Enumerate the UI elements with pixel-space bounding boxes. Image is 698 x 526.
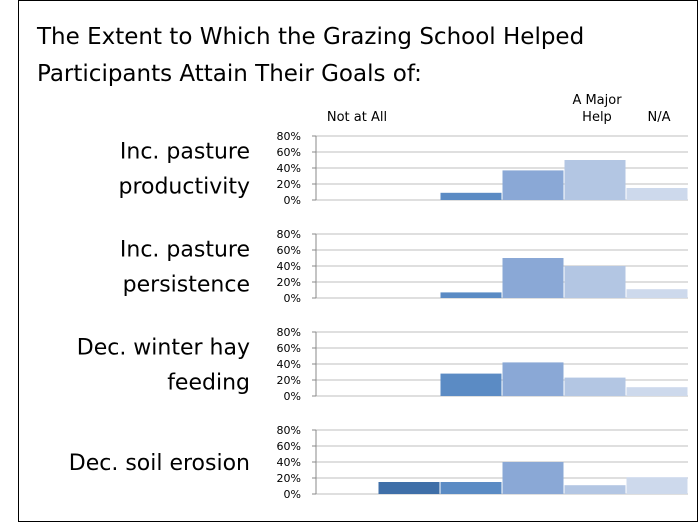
panel-label: feeding [167,371,250,396]
bar [626,477,688,494]
y-tick-label: 60% [277,440,301,453]
bar [440,292,502,298]
panel-label: Dec. winter hay [77,336,250,361]
y-tick-label: 20% [277,276,301,289]
y-tick-label: 80% [277,130,301,143]
title-line: Participants Attain Their Goals of: [37,61,422,87]
bar [440,373,502,396]
bar [440,482,502,494]
bar [564,160,626,200]
bar [626,387,688,396]
y-tick-label: 0% [284,390,301,403]
title-line: The Extent to Which the Grazing School H… [36,24,584,50]
bar [378,482,440,494]
bar [626,188,688,200]
y-tick-label: 80% [277,326,301,339]
panel-label: productivity [118,175,250,200]
y-tick-label: 40% [277,162,301,175]
y-tick-label: 80% [277,228,301,241]
bar [502,362,564,396]
panel-label: Inc. pasture [120,238,250,263]
panel-label: Inc. pasture [120,140,250,165]
y-tick-label: 0% [284,292,301,305]
bar [440,192,502,200]
y-tick-label: 60% [277,342,301,355]
y-tick-label: 20% [277,472,301,485]
y-tick-label: 40% [277,358,301,371]
y-tick-label: 0% [284,194,301,207]
y-tick-label: 60% [277,146,301,159]
y-tick-label: 20% [277,178,301,191]
y-tick-label: 60% [277,244,301,257]
category-label: A Major Help [572,93,622,125]
panel-label: persistence [123,273,250,298]
y-tick-label: 80% [277,424,301,437]
bar [502,170,564,200]
bar [626,289,688,298]
bar [502,462,564,494]
bar [564,266,626,298]
bar [564,377,626,396]
category-label: N/A [647,110,671,125]
y-tick-label: 0% [284,488,301,501]
y-tick-label: 40% [277,260,301,273]
y-tick-label: 40% [277,456,301,469]
y-tick-label: 20% [277,374,301,387]
panel-label: Dec. soil erosion [69,451,250,476]
category-label: Not at All [326,110,388,125]
bar [502,258,564,298]
bar [564,485,626,494]
